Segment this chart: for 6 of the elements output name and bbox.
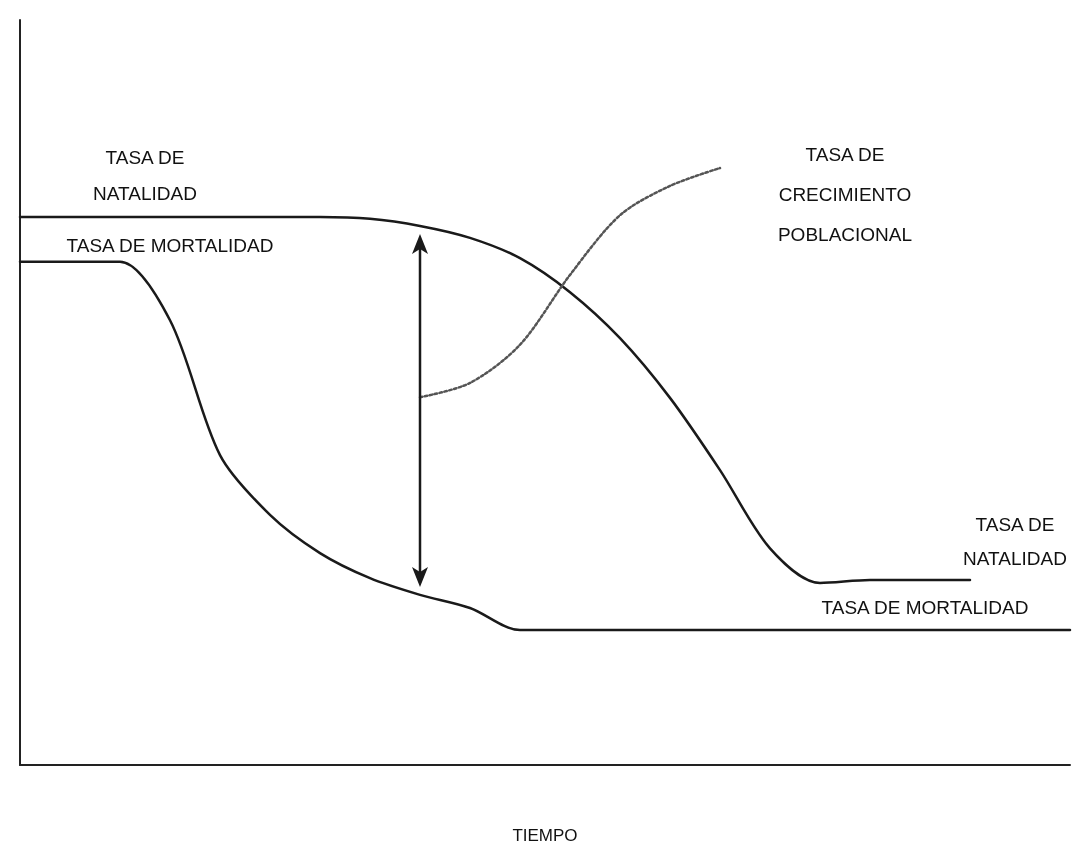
annotation: TASA DE CRECIMIENTO POBLACIONAL [776,143,914,247]
x-axis-title: TIEMPO [512,826,578,845]
annotation: TASA DE MORTALIDAD [820,596,1030,620]
annotation: TASA DE MORTALIDAD [65,234,275,258]
annotation: TASA DE NATALIDAD [962,513,1068,571]
annotation: TASA DE NATALIDAD [92,146,198,206]
